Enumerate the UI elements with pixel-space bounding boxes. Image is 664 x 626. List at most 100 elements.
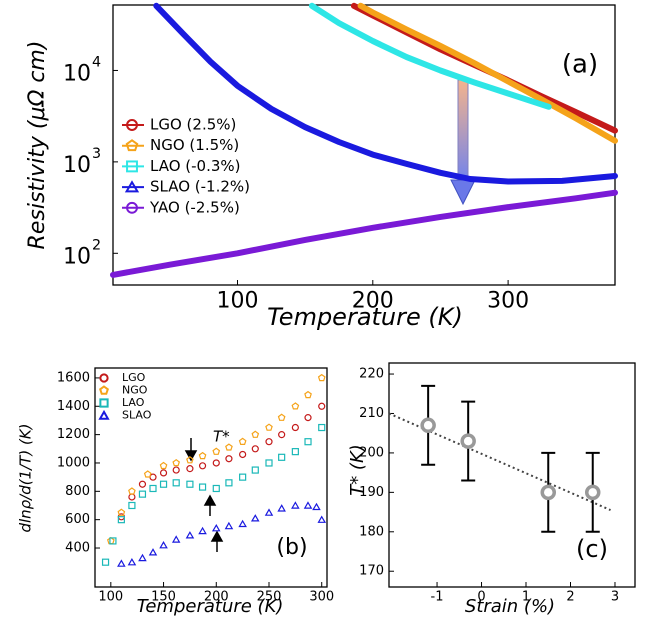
y-tick-label: 1600 [57, 370, 90, 385]
y-tick-label: 220 [359, 367, 384, 382]
plot-frame [94, 367, 328, 588]
x-tick-label: 3 [611, 589, 619, 604]
data-point [117, 559, 126, 567]
data-point [198, 526, 207, 535]
data-point [265, 459, 273, 467]
x-axis-label: Strain (%) [465, 596, 555, 617]
data-point [584, 484, 601, 501]
x-tick-label: -1 [431, 589, 444, 604]
y-tick-label: 210 [359, 406, 384, 421]
y-axis-label: Resistivity (μΩ cm) [25, 41, 50, 250]
data-point [128, 501, 136, 510]
data-point [420, 417, 436, 434]
legend-label: LGO (2.5%) [150, 116, 236, 134]
data-point [117, 516, 125, 524]
data-point [317, 373, 326, 382]
data-point [128, 487, 136, 495]
data-point [304, 414, 312, 422]
legend-label: SLAO [122, 409, 152, 422]
y-axis-label: T* (K) [347, 444, 368, 496]
data-point [265, 438, 273, 446]
data-point [460, 433, 476, 449]
data-point [138, 553, 147, 562]
legend-label: SLAO (-1.2%) [150, 178, 250, 196]
series-line [357, 2, 618, 144]
data-point [225, 455, 233, 463]
data-point [540, 484, 557, 501]
y-tick-label: 1000 [57, 455, 90, 470]
data-point [172, 458, 181, 467]
tstar-arrows [184, 438, 224, 552]
legend-label: NGO [122, 384, 148, 397]
series-line [308, 2, 552, 110]
y-tick-label: 170 [359, 564, 384, 579]
y-axis-label: dlnρ/d(1/T) (K) [17, 423, 35, 532]
data-point [159, 469, 168, 477]
data-point [312, 502, 321, 511]
data-point [251, 445, 259, 453]
legend-label: LGO [122, 371, 146, 384]
data-point [238, 437, 247, 445]
data-point [265, 423, 273, 431]
data-point [198, 462, 207, 470]
data-point [278, 453, 286, 461]
data-point [148, 548, 158, 556]
x-tick-label: 1 [522, 589, 530, 604]
data-point [278, 431, 286, 439]
x-tick-label: 100 [216, 289, 258, 314]
legend-marker [125, 139, 139, 152]
x-tick-label: 100 [98, 589, 123, 604]
legend-marker [126, 119, 138, 131]
data-point [186, 480, 194, 488]
x-axis-label: Temperature (K) [267, 303, 463, 331]
data-point [304, 390, 312, 399]
legend-marker [99, 385, 109, 395]
data-point [186, 456, 194, 464]
data-point [159, 480, 168, 488]
legend-label: NGO (1.5%) [150, 136, 239, 154]
annotation: T* [213, 428, 230, 446]
y-tick-label: 400 [65, 541, 90, 556]
data-point [109, 537, 117, 545]
data-point [186, 465, 194, 473]
data-point [138, 490, 147, 498]
panel-label: (a) [562, 50, 598, 80]
data-point [159, 461, 168, 470]
panel-label: (c) [576, 535, 608, 563]
data-point [303, 501, 313, 509]
x-tick-label: 200 [352, 289, 394, 314]
data-point [159, 541, 168, 549]
legend-marker [126, 160, 138, 173]
data-point [185, 531, 195, 539]
data-point [225, 443, 233, 451]
y-tick-label: 1200 [57, 427, 90, 442]
data-point [250, 514, 260, 522]
data-point [211, 524, 221, 532]
x-tick-label: 250 [257, 589, 282, 604]
data-point [127, 558, 137, 566]
data-point [291, 402, 300, 410]
panel-label: (b) [276, 535, 307, 560]
data-point [239, 450, 247, 459]
data-point [277, 504, 286, 512]
legend-label: LAO (-0.3%) [150, 157, 241, 175]
data-point [172, 479, 180, 487]
legend-marker [124, 180, 140, 193]
y-tick-exponent: 2 [92, 237, 101, 253]
data-point [264, 508, 274, 516]
data-point [291, 423, 299, 432]
data-point [251, 466, 259, 474]
y-tick-label: 10 [63, 153, 91, 178]
data-point [143, 470, 152, 478]
y-tick-label: 10 [63, 61, 91, 86]
series-line [110, 189, 618, 278]
y-tick-exponent: 3 [92, 146, 101, 162]
legend-marker [98, 409, 110, 420]
data-point [224, 521, 234, 530]
data-point [277, 413, 286, 421]
y-tick-label: 800 [65, 484, 90, 499]
x-axis-label: Temperature (K) [137, 596, 284, 617]
legend-label: LAO [122, 396, 145, 409]
data-point [198, 483, 207, 491]
data-point [171, 535, 181, 543]
